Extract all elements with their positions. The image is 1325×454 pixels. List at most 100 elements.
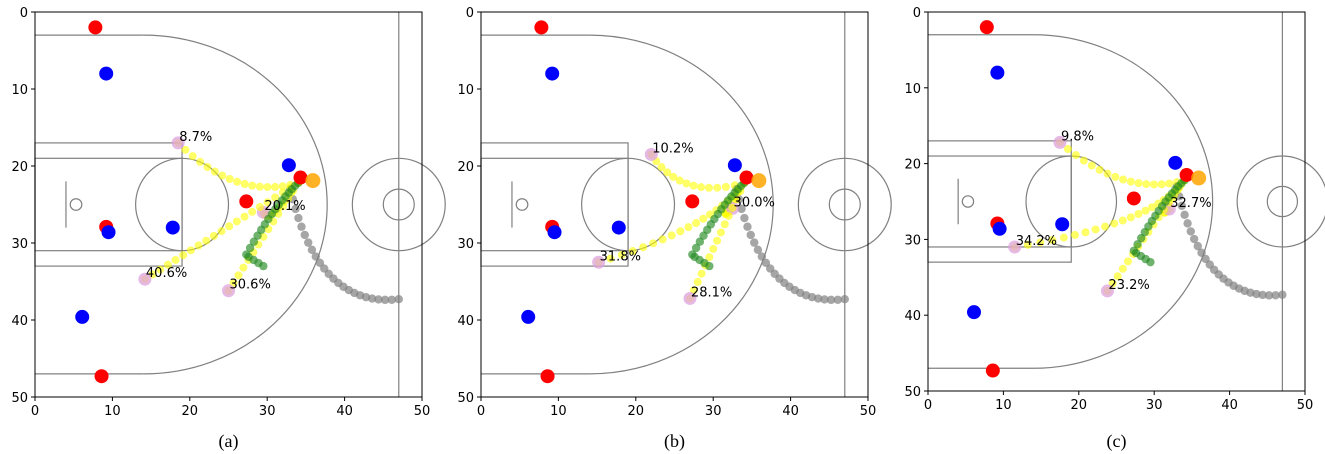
y-tick-label: 40 <box>11 314 28 329</box>
pass-path-point <box>639 243 648 252</box>
pass-path-point <box>1126 177 1135 186</box>
axes-frame <box>927 11 1306 392</box>
pass-path-point <box>676 227 685 236</box>
pass-path-point <box>689 286 698 295</box>
panel-caption: (a) <box>219 431 239 452</box>
pass-path-point <box>1118 216 1127 225</box>
pass-path-point <box>1141 206 1150 215</box>
pass-path-point <box>705 253 714 262</box>
pass-path-point <box>1157 180 1166 189</box>
offense-player <box>88 20 103 35</box>
ball-path-point <box>761 258 771 268</box>
pass-probability-label: 23.2% <box>1108 278 1149 293</box>
pass-path-point <box>1110 219 1119 228</box>
pass-target-marker <box>222 284 235 298</box>
pass-path-point <box>181 145 190 154</box>
pass-path-point <box>218 171 227 180</box>
court-lines <box>927 12 1325 391</box>
y-tick-label: 0 <box>913 6 921 21</box>
pass-path-point <box>1023 240 1032 249</box>
x-tick-label: 10 <box>995 398 1012 413</box>
panel-a: 8.7%20.1%40.6%30.6%0 10 20 30 40 500102030405… <box>11 6 446 452</box>
pass-path-point <box>156 265 165 274</box>
x-tick-label: 40 <box>782 404 799 419</box>
defense-player <box>521 309 536 324</box>
pass-path-point <box>1134 179 1143 188</box>
movement-path-point <box>691 243 701 253</box>
x-tick-label: 20 <box>182 404 199 419</box>
ball-path-point <box>1258 290 1267 300</box>
pass-target-marker <box>138 272 152 286</box>
pass-probability-label: 32.7% <box>1170 196 1211 211</box>
ball-path-point <box>833 295 843 304</box>
y-tick-label: 20 <box>904 158 921 173</box>
defense-player <box>1055 217 1070 232</box>
pass-probability-label: 30.6% <box>230 278 271 293</box>
movement-path-point <box>245 243 255 253</box>
ball-path-point <box>813 294 823 303</box>
free-throw-circle <box>1025 155 1118 248</box>
offense-player <box>293 170 308 185</box>
x-tick-label: 0 <box>477 404 485 419</box>
y-tick-label: 40 <box>904 309 921 324</box>
pass-path-point <box>684 223 693 232</box>
pass-path-point <box>728 203 737 212</box>
free-throw-circle <box>135 157 230 252</box>
pass-path-point <box>1087 161 1096 170</box>
court-lines <box>480 12 892 397</box>
pass-path-point <box>675 176 684 185</box>
movement-path-point <box>695 237 705 246</box>
pass-path-point <box>1059 233 1068 242</box>
pass-path-point <box>720 220 729 229</box>
outer-lane <box>34 142 183 267</box>
pass-path-point <box>606 254 615 263</box>
offense-player <box>534 20 549 35</box>
pass-path-point <box>171 255 180 264</box>
pass-path-point <box>1123 257 1132 266</box>
ball-path-point <box>380 295 390 305</box>
defense-player <box>99 66 114 81</box>
pass-path-point <box>239 263 248 272</box>
panel-c: 9.8%32.7%34.2%23.2%0 10 20 30 40 500102030405… <box>904 6 1325 452</box>
pass-target-marker <box>592 255 606 269</box>
pass-path-point <box>271 193 280 202</box>
pass-path-point <box>248 181 257 190</box>
pass-path-point <box>240 179 249 188</box>
defense-player <box>966 305 981 320</box>
pass-probability-label: 40.6% <box>146 266 187 281</box>
y-tick-label: 20 <box>457 160 474 175</box>
pass-path-point <box>1148 203 1157 212</box>
ball-path-point <box>1180 210 1189 220</box>
pass-path-point <box>1036 238 1045 247</box>
pass-path-point <box>210 167 219 176</box>
y-tick-label: 50 <box>457 391 474 406</box>
x-tick-label: 0 <box>31 404 39 419</box>
ball-path-point <box>737 204 746 214</box>
ball-path-point <box>740 213 749 223</box>
offense-player <box>94 369 109 384</box>
pass-path-point <box>248 207 257 216</box>
pass-probability-label: 20.1% <box>264 199 305 214</box>
pass-target-marker <box>644 147 658 161</box>
x-tick-label: 50 <box>1297 398 1314 413</box>
x-tick-label: 10 <box>550 404 567 419</box>
offense-player <box>239 194 254 209</box>
pass-path-point <box>689 181 698 190</box>
y-tick-label: 30 <box>457 237 474 252</box>
offense-player <box>985 363 1000 378</box>
pass-path-point <box>1071 151 1080 160</box>
pass-path-point <box>263 183 272 192</box>
pass-path-point <box>693 277 702 286</box>
x-tick-label: 20 <box>628 404 645 419</box>
ball-path-point <box>820 295 829 304</box>
pass-path-point <box>697 183 706 192</box>
ball-marker <box>1191 170 1207 186</box>
pass-path-point <box>263 198 272 207</box>
ball-path-point <box>374 295 383 304</box>
pass-path-point <box>1118 264 1127 273</box>
x-tick-label: 40 <box>336 404 353 419</box>
ball-path-point <box>826 295 836 305</box>
pass-probability-label: 10.2% <box>652 141 693 156</box>
pass-path-point <box>209 231 218 240</box>
panel-b: 10.2%30.0%31.8%28.1%0 10 20 30 40 50010203040… <box>457 6 892 452</box>
